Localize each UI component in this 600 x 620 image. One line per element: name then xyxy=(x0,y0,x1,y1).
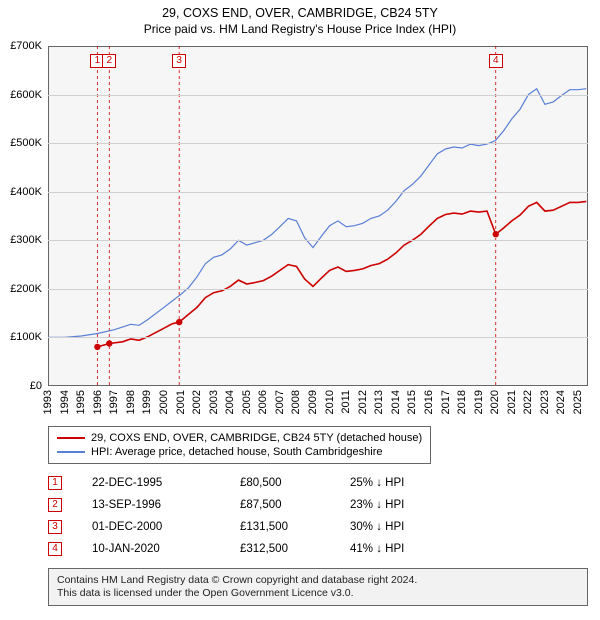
x-axis-label: 2013 xyxy=(373,390,385,414)
sale-marker-icon: 4 xyxy=(48,542,62,556)
sale-marker-icon: 3 xyxy=(172,54,186,68)
y-axis-label: £600K xyxy=(0,89,42,101)
gridline xyxy=(48,192,588,193)
x-axis-label: 2005 xyxy=(241,390,253,414)
x-axis-label: 2020 xyxy=(489,390,501,414)
gridline xyxy=(48,143,588,144)
sale-price: £312,500 xyxy=(240,543,350,555)
legend-label: 29, COXS END, OVER, CAMBRIDGE, CB24 5TY … xyxy=(91,432,422,444)
y-axis-label: £400K xyxy=(0,186,42,198)
sale-marker-icon: 1 xyxy=(48,476,62,490)
x-axis-label: 1996 xyxy=(92,390,104,414)
table-row: 4 10-JAN-2020 £312,500 41% ↓ HPI xyxy=(48,538,460,560)
sale-point-marker xyxy=(94,344,100,350)
x-axis-label: 2009 xyxy=(307,390,319,414)
sale-date: 13-SEP-1996 xyxy=(92,499,240,511)
x-axis-label: 2001 xyxy=(175,390,187,414)
x-axis-label: 2016 xyxy=(423,390,435,414)
sale-price: £80,500 xyxy=(240,477,350,489)
chart-area: £0£100K£200K£300K£400K£500K£600K£700K199… xyxy=(48,46,588,386)
sale-marker-icon: 3 xyxy=(48,520,62,534)
legend-label: HPI: Average price, detached house, Sout… xyxy=(91,446,382,458)
table-row: 3 01-DEC-2000 £131,500 30% ↓ HPI xyxy=(48,516,460,538)
x-axis-label: 2006 xyxy=(257,390,269,414)
attribution-line: This data is licensed under the Open Gov… xyxy=(57,587,579,600)
chart-title-main: 29, COXS END, OVER, CAMBRIDGE, CB24 5TY xyxy=(0,0,600,20)
x-axis-label: 2024 xyxy=(555,390,567,414)
sale-marker-icon: 2 xyxy=(48,498,62,512)
sale-point-marker xyxy=(493,231,499,237)
sale-price: £87,500 xyxy=(240,499,350,511)
series-hpi xyxy=(48,89,586,338)
y-axis-label: £100K xyxy=(0,331,42,343)
x-axis-label: 2012 xyxy=(357,390,369,414)
table-row: 1 22-DEC-1995 £80,500 25% ↓ HPI xyxy=(48,472,460,494)
sale-delta: 25% ↓ HPI xyxy=(350,477,460,489)
sale-delta: 23% ↓ HPI xyxy=(350,499,460,511)
y-axis-label: £300K xyxy=(0,234,42,246)
table-row: 2 13-SEP-1996 £87,500 23% ↓ HPI xyxy=(48,494,460,516)
legend-swatch xyxy=(57,437,85,439)
sales-table: 1 22-DEC-1995 £80,500 25% ↓ HPI 2 13-SEP… xyxy=(48,472,460,560)
x-axis-label: 2021 xyxy=(506,390,518,414)
y-axis-label: £0 xyxy=(0,380,42,392)
legend-row: 29, COXS END, OVER, CAMBRIDGE, CB24 5TY … xyxy=(57,431,422,445)
sale-price: £131,500 xyxy=(240,521,350,533)
x-axis-label: 2015 xyxy=(406,390,418,414)
x-axis-label: 1997 xyxy=(108,390,120,414)
sale-date: 22-DEC-1995 xyxy=(92,477,240,489)
attribution-line: Contains HM Land Registry data © Crown c… xyxy=(57,574,579,587)
x-axis-label: 2010 xyxy=(324,390,336,414)
y-axis-label: £500K xyxy=(0,137,42,149)
gridline xyxy=(48,95,588,96)
sale-marker-icon: 4 xyxy=(489,54,503,68)
x-axis-label: 2017 xyxy=(440,390,452,414)
x-axis-label: 2003 xyxy=(208,390,220,414)
x-axis-label: 2025 xyxy=(572,390,584,414)
x-axis-label: 1998 xyxy=(125,390,137,414)
sale-delta: 30% ↓ HPI xyxy=(350,521,460,533)
chart-title-sub: Price paid vs. HM Land Registry's House … xyxy=(0,20,600,40)
x-axis-label: 1993 xyxy=(42,390,54,414)
gridline xyxy=(48,337,588,338)
sale-date: 10-JAN-2020 xyxy=(92,543,240,555)
sale-date: 01-DEC-2000 xyxy=(92,521,240,533)
chart-svg xyxy=(48,46,588,386)
x-axis-label: 2002 xyxy=(191,390,203,414)
sale-marker-icon: 2 xyxy=(102,54,116,68)
x-axis-label: 2019 xyxy=(473,390,485,414)
sale-point-marker xyxy=(106,340,112,346)
x-axis-label: 2007 xyxy=(274,390,286,414)
x-axis-label: 2022 xyxy=(522,390,534,414)
legend-swatch xyxy=(57,451,85,453)
gridline xyxy=(48,240,588,241)
gridline xyxy=(48,289,588,290)
x-axis-label: 1994 xyxy=(59,390,71,414)
y-axis-label: £700K xyxy=(0,40,42,52)
x-axis-label: 2018 xyxy=(456,390,468,414)
x-axis-label: 1999 xyxy=(141,390,153,414)
y-axis-label: £200K xyxy=(0,283,42,295)
attribution-box: Contains HM Land Registry data © Crown c… xyxy=(48,568,588,606)
x-axis-label: 2000 xyxy=(158,390,170,414)
x-axis-label: 2014 xyxy=(390,390,402,414)
x-axis-label: 2023 xyxy=(539,390,551,414)
x-axis-label: 1995 xyxy=(75,390,87,414)
x-axis-label: 2011 xyxy=(340,390,352,414)
x-axis-label: 2008 xyxy=(290,390,302,414)
legend-box: 29, COXS END, OVER, CAMBRIDGE, CB24 5TY … xyxy=(48,426,431,464)
legend-row: HPI: Average price, detached house, Sout… xyxy=(57,445,422,459)
sale-point-marker xyxy=(176,319,182,325)
sale-delta: 41% ↓ HPI xyxy=(350,543,460,555)
x-axis-label: 2004 xyxy=(224,390,236,414)
